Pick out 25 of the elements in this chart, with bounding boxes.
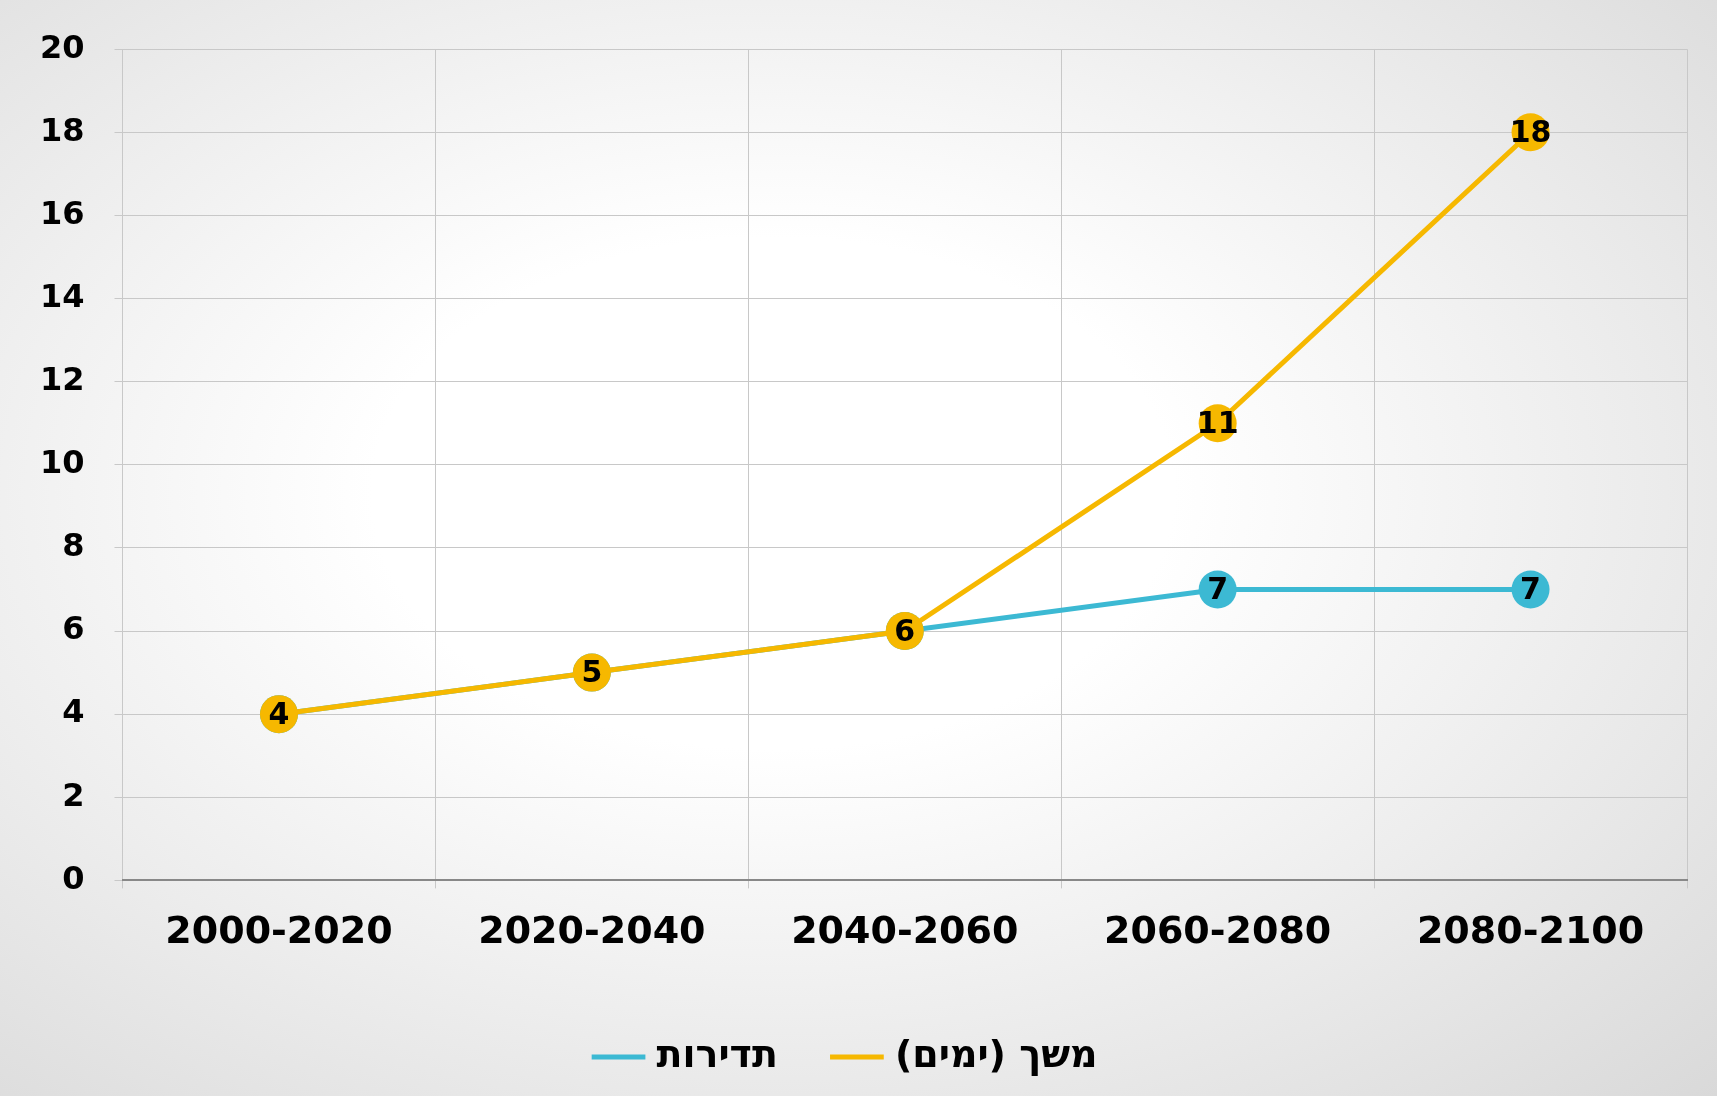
x-tick-label: 2000-2020 (165, 908, 393, 953)
x-tick-label: 2080-2100 (1416, 908, 1645, 953)
data-label: 7 (1207, 571, 1229, 607)
data-label: 5 (581, 654, 603, 690)
y-tick-label: 4 (62, 692, 85, 731)
y-tick-label: 8 (62, 526, 85, 565)
y-tick-label: 16 (40, 193, 85, 232)
x-tick-label: 2020-2040 (478, 908, 706, 953)
data-label: 11 (1196, 405, 1239, 441)
y-tick-label: 0 (62, 858, 85, 897)
x-tick-label: 2060-2080 (1104, 908, 1332, 953)
data-label: 18 (1509, 114, 1552, 150)
legend-label: משך (ימים) (894, 1031, 1098, 1076)
y-tick-label: 10 (40, 443, 85, 482)
legend-label: תדירות (656, 1031, 778, 1076)
y-tick-label: 20 (40, 27, 85, 66)
y-tick-label: 18 (40, 110, 85, 149)
data-label: 7 (1520, 571, 1541, 607)
x-tick-label: 2040-2060 (791, 908, 1019, 953)
y-tick-label: 2 (62, 775, 85, 814)
data-label: 6 (894, 612, 916, 648)
y-tick-label: 12 (40, 359, 85, 398)
y-tick-label: 14 (40, 276, 85, 315)
y-tick-label: 6 (62, 609, 85, 648)
data-label: 4 (268, 695, 290, 731)
